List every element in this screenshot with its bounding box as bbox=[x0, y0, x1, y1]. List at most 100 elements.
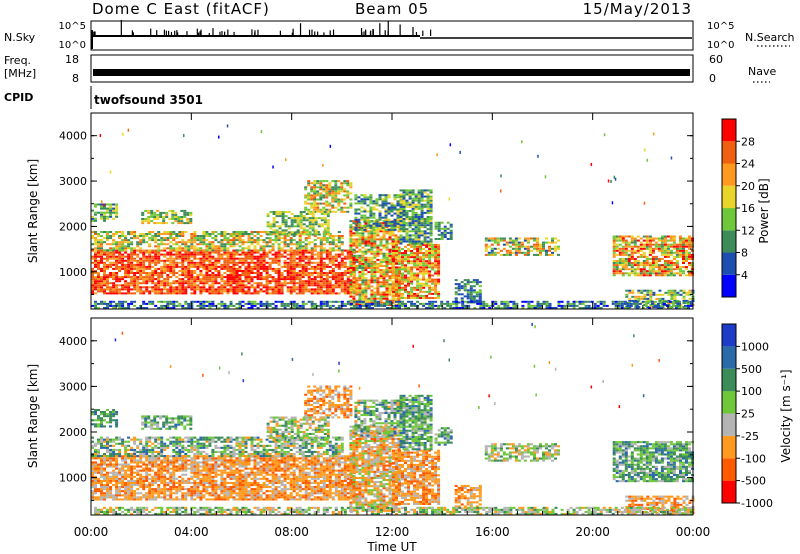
heatmap-cell bbox=[211, 282, 215, 285]
heatmap-cell bbox=[417, 220, 421, 223]
heatmap-cell bbox=[280, 276, 284, 279]
heatmap-cell bbox=[148, 251, 152, 254]
heatmap-cell bbox=[379, 242, 383, 245]
heatmap-cell bbox=[292, 259, 296, 262]
heatmap-cell bbox=[361, 267, 365, 269]
heatmap-cell bbox=[232, 286, 236, 289]
heatmap-cell bbox=[148, 243, 152, 246]
heatmap-cell bbox=[648, 253, 652, 256]
heatmap-cell bbox=[666, 235, 670, 238]
heatmap-cell bbox=[372, 216, 376, 219]
heatmap-cell bbox=[169, 237, 173, 240]
heatmap-cell bbox=[208, 302, 212, 305]
heatmap-cell bbox=[382, 277, 386, 280]
heatmap-cell bbox=[672, 274, 676, 277]
heatmap-cell bbox=[208, 270, 212, 272]
heatmap-cell bbox=[426, 195, 430, 198]
heatmap-cell bbox=[676, 291, 680, 294]
heatmap-cell bbox=[319, 251, 323, 254]
heatmap-cell bbox=[94, 263, 97, 266]
heatmap-cell bbox=[346, 182, 350, 185]
heatmap-cell bbox=[139, 267, 143, 270]
heatmap-cell bbox=[112, 235, 116, 237]
heatmap-cell bbox=[630, 249, 634, 252]
heatmap-cell bbox=[370, 273, 374, 276]
heatmap-cell bbox=[91, 304, 94, 307]
heatmap-cell bbox=[343, 288, 347, 291]
heatmap-cell bbox=[688, 289, 692, 292]
heatmap-cell bbox=[517, 237, 521, 240]
heatmap-cell bbox=[405, 232, 409, 235]
heatmap-cell bbox=[431, 254, 435, 257]
heatmap-cell bbox=[378, 204, 382, 207]
heatmap-cell bbox=[238, 282, 242, 285]
heatmap-cell bbox=[508, 241, 512, 244]
heatmap-cell bbox=[618, 251, 622, 254]
heatmap-cell bbox=[275, 221, 279, 224]
heatmap-cell bbox=[298, 261, 302, 264]
heatmap-cell bbox=[296, 215, 300, 218]
heatmap-cell bbox=[364, 222, 368, 225]
heatmap-cell bbox=[124, 292, 128, 295]
heatmap-cell bbox=[94, 217, 97, 220]
heatmap-cell bbox=[688, 239, 691, 242]
heatmap-cell bbox=[355, 303, 359, 306]
heatmap-cell bbox=[286, 265, 290, 268]
heatmap-cell bbox=[398, 262, 401, 265]
heatmap-cell bbox=[169, 276, 173, 279]
heatmap-cell bbox=[657, 260, 661, 262]
heatmap-cell bbox=[499, 237, 503, 240]
heatmap-cell bbox=[166, 274, 170, 277]
heatmap-cell bbox=[268, 245, 272, 248]
heatmap-cell bbox=[343, 188, 347, 191]
heatmap-cell bbox=[352, 267, 356, 269]
heatmap-cell bbox=[385, 285, 389, 288]
heatmap-cell bbox=[220, 235, 224, 237]
heatmap-cell bbox=[416, 266, 420, 269]
heatmap-cell bbox=[426, 209, 430, 212]
heatmap-cell bbox=[373, 299, 377, 302]
heatmap-cell bbox=[91, 286, 94, 289]
heatmap-cell bbox=[226, 261, 230, 264]
heatmap-cell bbox=[295, 272, 299, 274]
heatmap-cell bbox=[280, 241, 284, 244]
heatmap-cell bbox=[328, 292, 332, 295]
heatmap-cell bbox=[127, 259, 131, 262]
heatmap-cell bbox=[334, 184, 338, 187]
heatmap-cell bbox=[420, 203, 424, 206]
heatmap-cell bbox=[247, 255, 251, 258]
heatmap-cell bbox=[420, 242, 424, 245]
heatmap-cell bbox=[211, 261, 215, 264]
heatmap-cell bbox=[265, 237, 269, 240]
heatmap-cell bbox=[419, 260, 423, 263]
heatmap-cell bbox=[298, 247, 302, 250]
heatmap-cell bbox=[256, 237, 260, 240]
heatmap-cell bbox=[429, 224, 433, 227]
heatmap-cell bbox=[153, 216, 157, 218]
heatmap-cell bbox=[410, 282, 414, 285]
heatmap-cell bbox=[301, 247, 305, 250]
heatmap-cell bbox=[395, 256, 398, 259]
heatmap-cell bbox=[187, 272, 191, 274]
heatmap-cell bbox=[423, 189, 427, 192]
heatmap-cell bbox=[382, 269, 386, 272]
heatmap-cell bbox=[419, 272, 423, 275]
heatmap-cell bbox=[355, 285, 359, 288]
heatmap-cell bbox=[437, 245, 441, 248]
heatmap-cell bbox=[398, 282, 401, 285]
heatmap-cell bbox=[328, 243, 332, 246]
heatmap-cell bbox=[133, 274, 137, 277]
heatmap-cell bbox=[208, 284, 212, 287]
heatmap-cell bbox=[411, 218, 415, 220]
heatmap-cell bbox=[407, 243, 410, 246]
heatmap-cell bbox=[308, 227, 312, 230]
heatmap-cell bbox=[376, 232, 380, 235]
heatmap-cell bbox=[109, 211, 113, 214]
heatmap-cell bbox=[502, 239, 506, 242]
heatmap-cell bbox=[196, 304, 200, 307]
heatmap-cell bbox=[385, 283, 389, 286]
heatmap-cell bbox=[422, 248, 426, 250]
heatmap-cell bbox=[298, 276, 302, 279]
heatmap-cell bbox=[367, 234, 371, 237]
heatmap-cell bbox=[440, 227, 444, 230]
